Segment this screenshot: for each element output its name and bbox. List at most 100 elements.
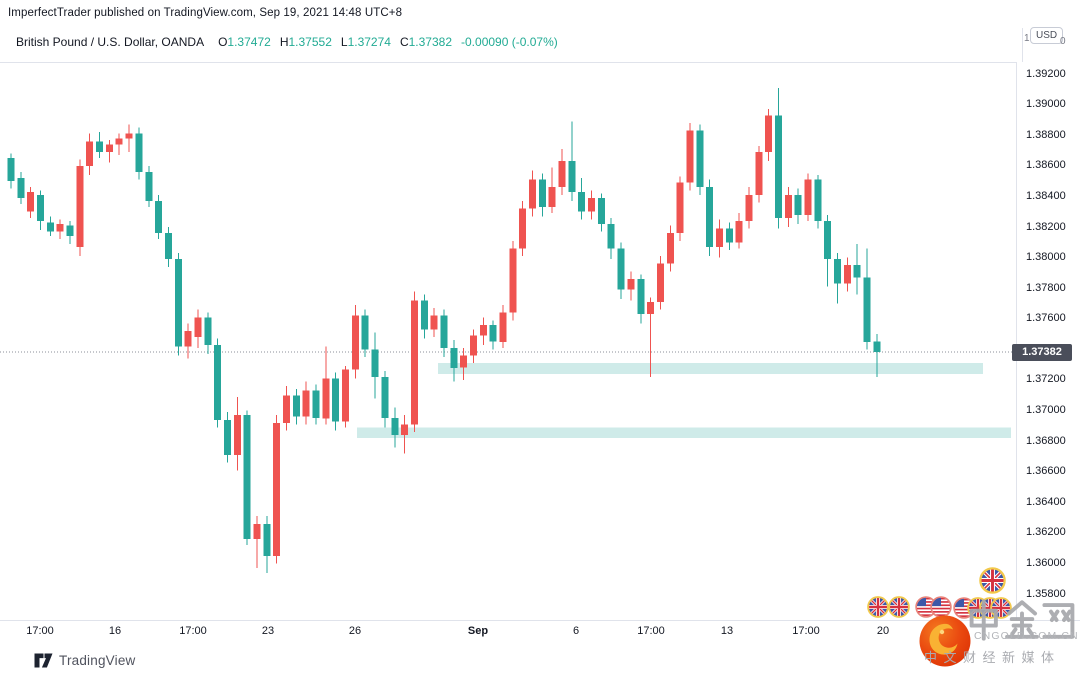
candle-body: [647, 302, 655, 315]
lower-demand-zone: [357, 427, 1011, 439]
candle-body: [607, 223, 615, 249]
ohlc-open: O1.37472: [218, 35, 271, 49]
candle-body: [784, 194, 792, 218]
candle-body: [568, 161, 576, 192]
price-axis[interactable]: 1.37382 1.39200 1.39000 1.38800 1.38600 1.38…: [1012, 62, 1080, 620]
candle-body: [86, 141, 94, 166]
candle-body: [548, 187, 556, 208]
candle-body: [597, 197, 605, 224]
candle-body: [371, 349, 379, 377]
candle-body: [391, 418, 399, 435]
ohlc-low: L1.37274: [340, 35, 391, 49]
candle-body: [27, 191, 35, 212]
candle-body: [627, 279, 635, 290]
price-tick-label: 1.37200: [1026, 373, 1066, 385]
price-axis-separator-top: [1022, 28, 1023, 62]
candle-body: [125, 133, 133, 139]
candle-body: [824, 220, 832, 260]
candle-body: [332, 378, 340, 422]
time-tick-label: 17:00: [26, 625, 54, 637]
candle-body: [686, 130, 694, 183]
unit-prefix: 1: [1024, 33, 1030, 44]
candle-body: [164, 233, 172, 260]
price-tick-label: 1.37000: [1026, 404, 1066, 416]
candle-body: [735, 220, 743, 243]
time-tick-label: 26: [348, 625, 362, 637]
candle-body: [17, 178, 25, 198]
candle-body: [7, 158, 15, 182]
candle-body: [745, 194, 753, 221]
upper-demand-zone: [438, 363, 983, 374]
candle-body: [725, 228, 733, 243]
candle-body: [56, 223, 64, 232]
candle-body: [145, 171, 153, 201]
candle-body: [617, 248, 625, 290]
candle-body: [401, 424, 409, 436]
price-tick-label: 1.37800: [1026, 282, 1066, 294]
candle-body: [105, 144, 113, 152]
price-tick-label: 1.36200: [1026, 526, 1066, 538]
candle-body: [843, 265, 851, 284]
candle-body: [834, 259, 842, 284]
candle-body: [853, 265, 861, 278]
tradingview-logo[interactable]: TradingView: [34, 650, 136, 670]
candle-body: [46, 222, 54, 232]
chart-legend: British Pound / U.S. Dollar, OANDA O1.37…: [16, 35, 558, 49]
candle-body: [804, 179, 812, 215]
price-tick-label: 1.36000: [1026, 557, 1066, 569]
time-tick-label: 13: [720, 625, 734, 637]
time-axis[interactable]: 17:00 16 17:00 23 26 Sep 6 17:00 13 17:00 20: [0, 621, 1080, 644]
currency-toggle-button[interactable]: USD: [1030, 27, 1064, 44]
time-tick-label: 16: [108, 625, 122, 637]
time-tick-label: 20: [876, 625, 890, 637]
candle-body: [322, 378, 330, 419]
candle-body: [676, 182, 684, 234]
candle-body: [529, 179, 536, 209]
price-tick-label: 1.39200: [1026, 68, 1066, 80]
candle-body: [214, 344, 222, 420]
candle-body: [351, 315, 359, 370]
price-pane[interactable]: [0, 62, 1016, 620]
candle-body: [489, 324, 497, 342]
candle-body: [863, 277, 871, 342]
candle-body: [499, 312, 507, 342]
attribution-text: ImperfectTrader published on TradingView…: [8, 7, 403, 19]
candle-body: [76, 165, 84, 247]
ohlc-close: C1.37382: [399, 35, 453, 49]
candle-body: [578, 191, 586, 212]
candle-body: [706, 187, 714, 247]
candle-body: [312, 390, 320, 419]
candle-body: [410, 300, 418, 425]
price-tick-label: 1.36800: [1026, 435, 1066, 447]
price-tick-label: 1.35800: [1026, 588, 1066, 600]
candle-body: [716, 228, 723, 247]
candle-body: [184, 331, 192, 347]
price-tick-label: 1.37600: [1026, 312, 1066, 324]
symbol-title[interactable]: British Pound / U.S. Dollar, OANDA: [16, 35, 205, 49]
time-tick-label: 17:00: [792, 625, 820, 637]
candle-body: [204, 317, 212, 345]
candle-body: [224, 419, 231, 455]
candle-body: [509, 248, 517, 313]
time-axis-separator: [0, 620, 1080, 621]
candle-body: [873, 341, 881, 353]
candle-body: [558, 161, 566, 188]
candle-body: [263, 523, 271, 556]
tradingview-logo-label: TradingView: [59, 652, 136, 668]
candle-body: [814, 179, 822, 221]
candle-body: [283, 395, 290, 423]
price-tick-label: 1.38000: [1026, 251, 1066, 263]
candle-body: [460, 355, 468, 368]
candle-body: [342, 369, 350, 422]
candle-body: [302, 390, 310, 417]
time-tick-label: 17:00: [179, 625, 207, 637]
candle-body: [66, 225, 74, 237]
last-price-badge: 1.37382: [1012, 344, 1072, 361]
price-tick-label: 1.39000: [1026, 98, 1066, 110]
candle-body: [361, 315, 369, 350]
candle-body: [135, 133, 143, 172]
candle-body: [292, 395, 300, 417]
candle-body: [538, 179, 546, 208]
time-tick-label: 23: [261, 625, 275, 637]
currency-unit-widget: 1 USD 0: [1022, 27, 1078, 47]
